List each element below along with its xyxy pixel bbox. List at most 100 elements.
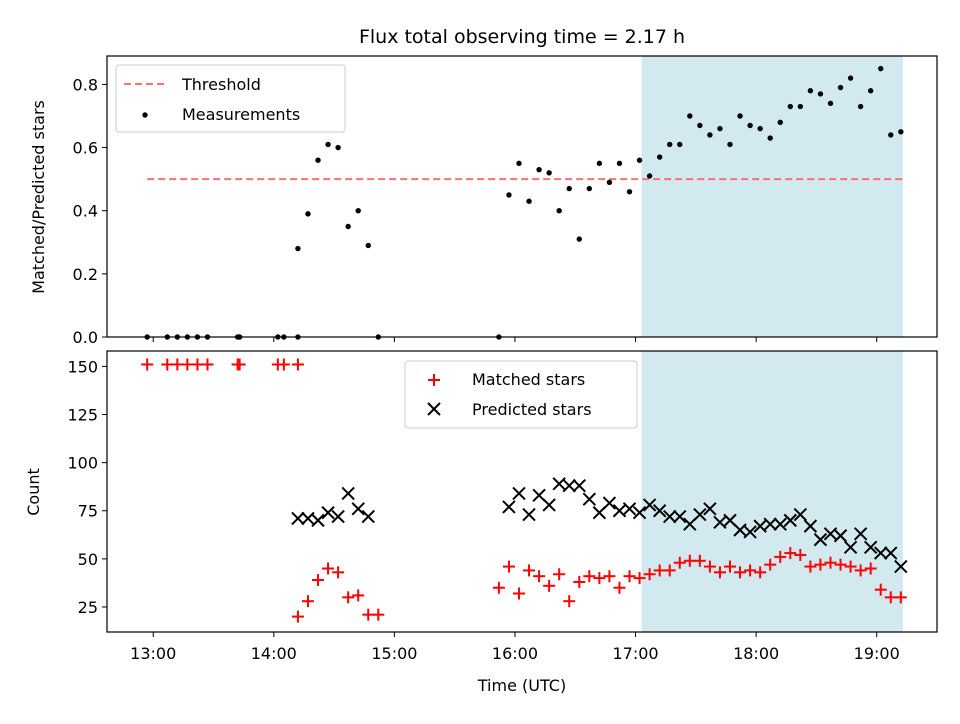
matched-star-point (543, 579, 556, 592)
predicted-star-point (693, 507, 707, 522)
predicted-star-point (763, 517, 777, 531)
measurement-point (777, 119, 783, 126)
matched-star-point (301, 595, 314, 608)
measurements-legend-swatch (142, 112, 148, 118)
measurement-point (506, 192, 512, 198)
matched-star-point (713, 566, 726, 579)
predicted-star-point (632, 505, 647, 520)
predicted-star-point (642, 498, 657, 512)
measurement-point (566, 185, 572, 192)
predicted-star-point (843, 540, 858, 555)
predicted-star-point (361, 509, 375, 524)
measurement-point (757, 125, 763, 132)
bottom-y-tick-label: 125 (67, 406, 98, 425)
predicted-star-point (562, 479, 576, 493)
matched-star-point (683, 554, 696, 567)
matched-star-point (844, 560, 857, 573)
predicted-star-point (833, 529, 848, 543)
top-legend-box (115, 64, 346, 133)
measurement-point (546, 170, 552, 176)
matched-star-point (754, 566, 767, 579)
matched-star-point (663, 564, 676, 577)
measurement-point (596, 160, 603, 167)
matched-star-point (277, 358, 290, 371)
matched-star-point (613, 581, 626, 594)
measurement-point (556, 208, 562, 214)
top-y-tick-label: 0.0 (73, 328, 98, 347)
measurement-point (797, 103, 804, 110)
measurement-point (516, 160, 522, 167)
top-y-axis-label: Matched/Predicted stars (29, 100, 48, 294)
matched-star-point (744, 564, 757, 577)
matched-star-point (352, 589, 365, 602)
matched-star-point (734, 566, 747, 579)
chart-title: Flux total observing time = 2.17 h (359, 26, 685, 48)
matched-star-point (804, 560, 817, 573)
measurement-point (586, 185, 593, 192)
matched-star-point (291, 358, 304, 371)
matched-star-point (784, 547, 797, 560)
matched-star-point (673, 556, 686, 569)
measurement-point (315, 157, 321, 163)
bottom-y-axis-label: Count (24, 468, 43, 516)
matched-star-point (492, 581, 505, 594)
measurement-point (878, 65, 884, 72)
measurement-point (606, 179, 613, 185)
matched-star-point (553, 568, 566, 581)
measurement-point (807, 88, 814, 94)
matched-star-point (623, 570, 636, 583)
x-tick-label: 13:00 (130, 644, 176, 663)
top-y-tick-label: 0.4 (73, 202, 98, 221)
matched-star-point (312, 574, 325, 587)
matched-star-point (563, 595, 576, 608)
predicted-star-point (894, 559, 908, 574)
predicted-star-point (331, 509, 345, 524)
matched-star-point (141, 358, 154, 371)
bottom-y-tick-label: 150 (67, 357, 98, 376)
x-tick-label: 15:00 (371, 644, 417, 663)
matched-star-point (884, 591, 897, 604)
threshold-legend-label: Threshold (181, 75, 261, 94)
matched-star-point (171, 358, 184, 371)
matched-star-point (201, 358, 214, 371)
matched-star-point (824, 556, 837, 569)
measurements-legend-label: Measurements (182, 105, 300, 124)
measurement-point (536, 166, 542, 173)
measurement-point (767, 135, 773, 141)
measurement-point (687, 113, 693, 119)
bottom-legend-box (404, 360, 638, 429)
bottom-y-tick-label: 100 (67, 454, 98, 473)
matched-legend-label: Matched stars (472, 370, 585, 389)
top-axes-frame (106, 55, 938, 338)
measurement-point (646, 173, 653, 179)
matched-star-point (603, 570, 616, 583)
predicted-star-point (341, 486, 355, 501)
bottom-y-tick-label: 75 (78, 502, 98, 521)
measurement-point (295, 245, 301, 252)
measurement-point (898, 129, 904, 135)
bottom-legend: Matched stars Predicted stars (404, 360, 638, 429)
predicted-star-point (743, 525, 757, 539)
matched-star-point (332, 566, 345, 579)
matched-star-point (161, 358, 174, 371)
measurement-point (677, 141, 683, 148)
measurement-point (707, 132, 713, 138)
top-y-tick-label: 0.6 (73, 139, 98, 158)
predicted-legend-label: Predicted stars (472, 400, 592, 419)
measurement-point (526, 198, 532, 204)
predicted-star-point (522, 507, 536, 522)
predicted-star-point (512, 486, 526, 501)
predicted-star-point (622, 502, 637, 516)
matched-star-point (523, 564, 536, 577)
x-tick-label: 14:00 (251, 644, 297, 663)
x-tick-label: 17:00 (612, 644, 658, 663)
measurement-point (667, 141, 673, 148)
measurement-point (626, 189, 633, 195)
measurement-point (717, 125, 723, 132)
matched-star-point (764, 558, 777, 571)
measurement-point (817, 91, 824, 97)
predicted-star-point (863, 540, 878, 555)
bottom-y-tick-label: 25 (78, 598, 98, 617)
matched-star-point (774, 550, 787, 563)
